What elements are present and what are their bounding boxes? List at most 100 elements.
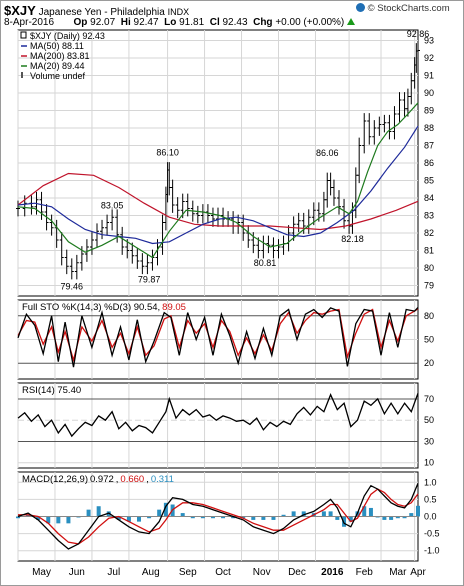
panel-3-legend-4: , [146, 474, 149, 485]
macd-histogram-bar [56, 516, 61, 524]
x-axis-label-8: 2016 [321, 567, 344, 578]
x-axis-label-10: Mar [389, 567, 407, 578]
macd-histogram-bar [402, 516, 407, 519]
panel-3-ytick-label-4: 1.0 [424, 477, 437, 487]
macd-histogram-bar [395, 516, 400, 519]
series-line-signal [18, 488, 419, 545]
macd-histogram-bar [301, 511, 306, 517]
macd-histogram-bar [231, 516, 236, 519]
macd-histogram-bar [116, 516, 121, 520]
macd-histogram-bar [190, 516, 195, 519]
symbol: $XJY [4, 3, 36, 18]
panel-0-ytick-label-0: 79 [424, 281, 434, 291]
macd-histogram-bar [382, 516, 387, 520]
macd-histogram-bar [126, 516, 131, 522]
panel-2-ytick-label-2: 50 [424, 415, 434, 425]
panel-0-ytick-label-12: 91 [424, 71, 434, 81]
panel-2-ytick-label-3: 70 [424, 394, 434, 404]
panel-1-ytick-label-0: 20 [424, 358, 434, 368]
legend-label-2: MA(200) 83.81 [30, 51, 90, 61]
stockcharts-logo-icon [356, 3, 365, 12]
panel-3-ytick-label-1: -0.5 [424, 529, 440, 539]
macd-histogram-bar [409, 513, 414, 517]
macd-histogram-bar [271, 516, 276, 520]
panel-0-ytick-label-4: 83 [424, 211, 434, 221]
panel-3-legend-0: MACD(12,26,9) [22, 474, 88, 485]
high-value: 92.47 [133, 17, 159, 28]
macd-histogram-bar [137, 516, 142, 522]
x-axis-label-1: Jun [69, 567, 85, 578]
macd-histogram-bar [368, 507, 373, 517]
panel-1-legend-1: 89.05 [162, 302, 186, 313]
x-axis-label-4: Sep [179, 567, 197, 578]
x-axis-label-11: Apr [410, 567, 426, 578]
quote-stats: 8-Apr-2016 Op 92.07 Hi 92.47 Lo 91.81 Cl… [4, 17, 356, 28]
instrument-name: Japanese Yen - Philadelphia [38, 7, 165, 18]
macd-histogram-bar [36, 516, 41, 520]
price-annotation-0: 83.05 [101, 201, 124, 211]
series-line-macd [17, 482, 419, 550]
panel-0-ytick-label-7: 86 [424, 158, 434, 168]
series-line-ma20 [17, 102, 419, 259]
panel-3-legend-2: , [116, 474, 119, 485]
price-annotation-1: 79.46 [61, 281, 84, 291]
open-value: 92.07 [90, 17, 116, 28]
macd-histogram-bar [221, 516, 226, 519]
panel-0-ytick-label-6: 85 [424, 176, 434, 186]
macd-histogram-bar [241, 516, 246, 519]
macd-histogram-bar [26, 514, 31, 517]
x-axis-label-9: Feb [356, 567, 374, 578]
legend-swatch-0 [20, 31, 27, 39]
series-line-ma50 [17, 125, 419, 245]
macd-histogram-bar [261, 516, 266, 520]
price-annotation-4: 80.81 [254, 258, 277, 268]
x-axis-label-0: May [32, 567, 51, 578]
macd-histogram-bar [251, 516, 256, 520]
panel-0-ytick-label-3: 82 [424, 228, 434, 238]
panel-3-ytick-label-2: 0.0 [424, 512, 437, 522]
price-annotation-2: 86.10 [156, 147, 179, 157]
macd-histogram-bar [16, 516, 20, 519]
x-axis-label-2: Jul [107, 567, 120, 578]
panel-1-ytick-label-2: 80 [424, 311, 434, 321]
panel-0-ytick-label-2: 81 [424, 246, 434, 256]
price-annotation-6: 82.18 [341, 234, 364, 244]
panel-3-legend-1: 0.972 [90, 474, 114, 485]
panel-0-ytick-label-5: 84 [424, 193, 434, 203]
copyright[interactable]: © StockCharts.com [356, 3, 450, 14]
macd-histogram-bar [66, 516, 71, 524]
panel-0-ytick-label-1: 80 [424, 263, 434, 273]
panel-3-legend-3: 0.660 [120, 474, 144, 485]
macd-histogram-bar [281, 514, 286, 517]
macd-histogram-bar [200, 516, 205, 519]
panel-0-ytick-label-9: 88 [424, 123, 434, 133]
x-axis-label-7: Dec [288, 567, 306, 578]
x-axis-label-6: Nov [253, 567, 271, 578]
date: 8-Apr-2016 [4, 17, 55, 28]
price-annotation-7: 92.86 [407, 29, 430, 39]
panel-0-ytick-label-13: 92 [424, 53, 434, 63]
panel-0-ytick-label-10: 89 [424, 106, 434, 116]
macd-histogram-bar [96, 506, 101, 517]
change-value: +0.00 (+0.00%) [275, 17, 345, 28]
price-annotation-5: 86.06 [316, 148, 339, 158]
panel-2-ytick-label-1: 30 [424, 436, 434, 446]
macd-histogram-bar [86, 509, 91, 517]
price-annotation-3: 79.87 [138, 274, 161, 284]
legend-swatch-4 [21, 72, 23, 78]
legend-label-3: MA(20) 89.44 [30, 61, 85, 71]
macd-histogram-bar [389, 516, 394, 520]
panel-1-ytick-label-1: 50 [424, 335, 434, 345]
macd-histogram-bar [157, 509, 162, 517]
macd-histogram-bar [328, 511, 333, 517]
panel-2-legend-0: RSI(14) 75.40 [22, 385, 81, 396]
panel-2-ytick-label-0: 10 [424, 458, 434, 468]
macd-histogram-bar [291, 511, 296, 517]
macd-histogram-bar [46, 516, 51, 524]
x-axis-label-3: Aug [142, 567, 160, 578]
panel-0-ytick-label-8: 87 [424, 141, 434, 151]
low-value: 91.81 [179, 17, 205, 28]
series-line-sto_k [17, 307, 419, 368]
series-line-rsi [17, 392, 419, 438]
